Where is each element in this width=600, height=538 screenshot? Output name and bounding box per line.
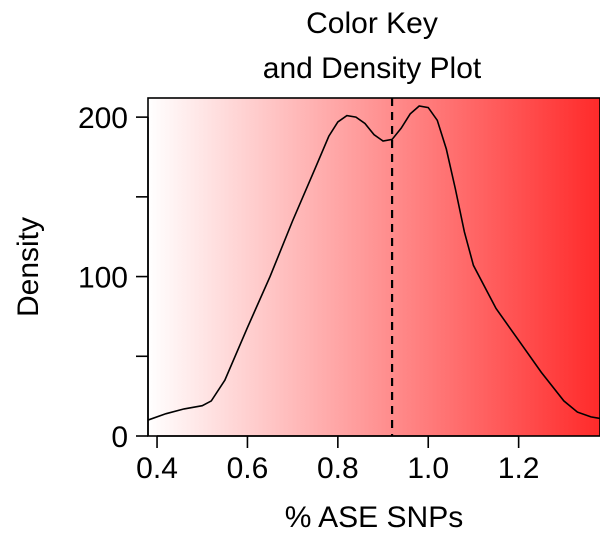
y-axis-label: Density bbox=[12, 217, 45, 317]
chart-title-line-1: Color Key bbox=[306, 7, 438, 40]
density-curve bbox=[147, 105, 600, 421]
x-tick-label: 0.4 bbox=[136, 452, 178, 485]
x-tick-label: 0.8 bbox=[317, 452, 359, 485]
y-tick-label: 100 bbox=[78, 262, 128, 295]
x-tick-label: 1.2 bbox=[498, 452, 540, 485]
y-tick-label: 0 bbox=[111, 421, 128, 454]
chart-title-line-2: and Density Plot bbox=[263, 52, 482, 85]
color-key-gradient bbox=[148, 98, 600, 436]
x-axis-label: % ASE SNPs bbox=[285, 501, 463, 534]
y-axis-ticks: 0 100 200 bbox=[78, 102, 148, 454]
x-tick-label: 1.0 bbox=[407, 452, 449, 485]
x-axis-ticks: 0.4 0.6 0.8 1.0 1.2 bbox=[136, 436, 539, 485]
x-tick-label: 0.6 bbox=[227, 452, 269, 485]
y-tick-label: 200 bbox=[78, 102, 128, 135]
